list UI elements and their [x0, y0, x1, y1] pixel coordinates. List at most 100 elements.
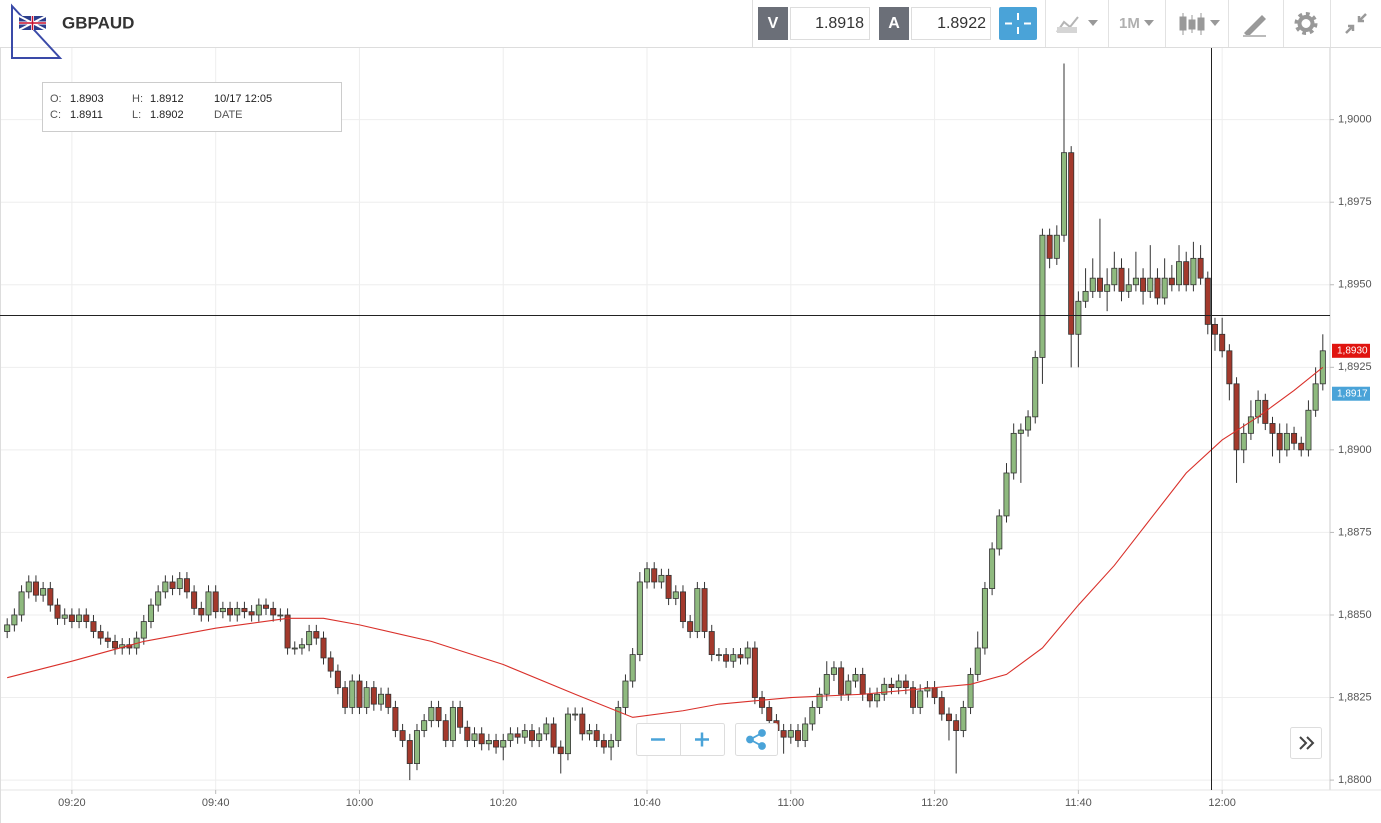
candle-body	[277, 614, 284, 617]
candle-body	[227, 607, 234, 616]
candle-body	[1204, 277, 1211, 325]
candle-body	[1046, 234, 1053, 259]
candle-body	[701, 588, 708, 632]
candle-body	[665, 574, 672, 599]
sell-button[interactable]	[758, 7, 788, 40]
share-icon	[746, 729, 766, 750]
candle-body	[1298, 442, 1305, 451]
candle-body	[356, 680, 363, 708]
candle-body	[629, 654, 636, 682]
candle-body	[140, 621, 147, 639]
candle-body	[679, 591, 686, 622]
candle-body	[521, 730, 528, 738]
candle-body	[219, 607, 226, 613]
candle-body	[902, 680, 909, 689]
candle-body	[593, 730, 600, 741]
y-tick-label: 1,8900	[1338, 444, 1372, 456]
candle-body	[543, 723, 550, 735]
candle-body	[500, 740, 507, 748]
candle-body	[737, 654, 744, 659]
candle-body	[730, 654, 737, 662]
x-tick-label: 11:20	[921, 797, 948, 809]
candle-body	[1233, 383, 1240, 451]
candle-body	[1197, 257, 1204, 279]
candle-body	[298, 644, 305, 649]
candle-body	[1118, 267, 1125, 292]
candle-body	[76, 614, 83, 622]
price-tag	[1332, 343, 1370, 358]
info-label: H:	[132, 93, 143, 105]
candle-body	[529, 730, 536, 741]
candle-body	[449, 707, 456, 741]
buy-label: A	[888, 15, 900, 32]
candle-body	[938, 697, 945, 715]
candle-body	[47, 588, 54, 606]
candle-body	[1140, 277, 1147, 292]
candle-body	[334, 670, 341, 689]
candle-body	[1082, 290, 1089, 302]
candle-body	[644, 568, 651, 583]
candle-body	[1061, 152, 1068, 236]
candle-body	[536, 733, 543, 741]
candle-body	[392, 707, 399, 731]
candle-body	[313, 631, 320, 639]
info-value: 1.8902	[150, 109, 184, 121]
candle-body	[953, 720, 960, 731]
candle-body	[262, 604, 269, 609]
zoom-in-button[interactable]	[695, 732, 709, 747]
candle-body	[845, 680, 852, 695]
candle-body	[514, 733, 521, 738]
candle-body	[147, 604, 154, 622]
candle-body	[1053, 234, 1060, 259]
sell-price: 1.8918	[815, 15, 864, 32]
candle-body	[327, 657, 334, 672]
buy-button[interactable]	[879, 7, 909, 40]
candle-body	[1211, 323, 1218, 335]
candle-body	[816, 693, 823, 708]
settings-button[interactable]	[1294, 12, 1318, 35]
info-box	[42, 82, 342, 132]
candle-body	[586, 730, 593, 735]
timeframe[interactable]: 1M	[1119, 15, 1140, 32]
candle-body	[1276, 432, 1283, 451]
candle-body	[25, 581, 32, 593]
scroll-right-button[interactable]	[1290, 727, 1322, 759]
candle-body	[838, 667, 845, 695]
candle-body	[421, 720, 428, 731]
candle-body	[1168, 277, 1175, 286]
candle-body	[40, 588, 47, 596]
candle-body	[112, 641, 119, 649]
candle-body	[1305, 409, 1312, 451]
chart-type-button[interactable]	[1056, 16, 1098, 33]
candle-body	[1125, 284, 1132, 292]
candle-body	[176, 578, 183, 589]
candle-body	[507, 733, 514, 741]
crosshair-button[interactable]	[999, 7, 1037, 40]
candle-body	[651, 568, 658, 583]
collapse-button[interactable]	[1345, 13, 1367, 34]
candle-body	[406, 740, 413, 764]
candle-body	[1010, 432, 1017, 474]
candle-body	[600, 740, 607, 748]
candle-body	[1039, 234, 1046, 358]
candles-button[interactable]	[1179, 13, 1220, 35]
candle-body	[622, 680, 629, 708]
info-label: L:	[132, 109, 141, 121]
candle-body	[823, 674, 830, 695]
candle-body	[155, 591, 162, 606]
x-tick-label: 11:00	[777, 797, 804, 809]
candle-body	[1226, 350, 1233, 385]
candle-body	[1132, 277, 1139, 286]
candle-body	[493, 740, 500, 748]
candle-body	[1104, 284, 1111, 292]
candle-body	[708, 631, 715, 656]
draw-button[interactable]	[1243, 15, 1266, 37]
logo	[11, 3, 63, 59]
candle-body	[723, 654, 730, 662]
candle-body	[787, 730, 794, 738]
flag	[18, 15, 47, 31]
share-button[interactable]	[735, 723, 778, 756]
candle-body	[1025, 416, 1032, 431]
candle-body	[888, 683, 895, 689]
